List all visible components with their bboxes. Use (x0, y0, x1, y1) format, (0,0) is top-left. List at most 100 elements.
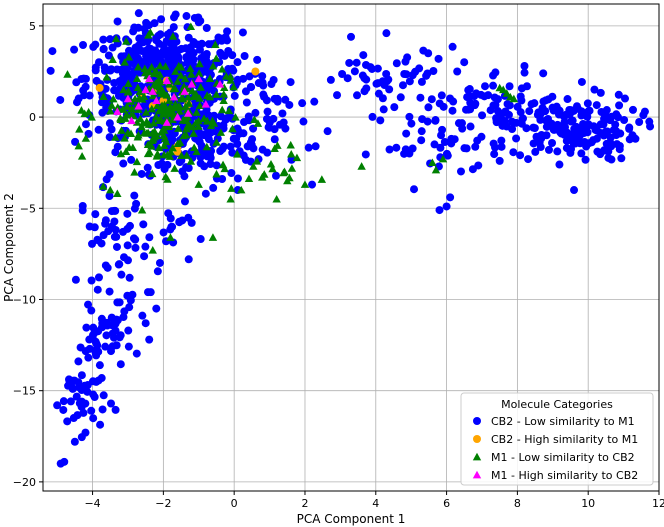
data-point (264, 123, 273, 132)
data-point (99, 391, 108, 400)
data-point (63, 70, 72, 78)
data-point (111, 133, 120, 141)
data-point (168, 135, 177, 144)
data-point (227, 168, 236, 177)
data-point (186, 22, 196, 31)
y-tick-label: 0 (29, 111, 36, 124)
data-point (70, 45, 79, 54)
data-point (221, 115, 230, 124)
data-point (427, 95, 436, 104)
data-point (525, 107, 534, 116)
data-point (212, 90, 221, 98)
data-point (287, 164, 297, 172)
data-point (97, 98, 106, 107)
data-point (403, 53, 412, 62)
data-point (490, 150, 499, 159)
data-point (368, 112, 377, 121)
data-point (152, 304, 161, 313)
data-point (615, 101, 624, 110)
y-tick-label: −10 (13, 293, 36, 306)
data-point (134, 9, 143, 18)
data-point (437, 91, 446, 100)
data-point (71, 137, 80, 146)
data-point (471, 142, 480, 151)
data-point (268, 164, 277, 173)
legend-marker (472, 470, 482, 479)
data-point (165, 96, 174, 104)
data-point (615, 141, 624, 150)
data-point (286, 140, 295, 149)
data-point (249, 162, 258, 170)
data-point (576, 139, 585, 148)
data-point (538, 103, 547, 112)
data-point (138, 311, 147, 320)
data-point (143, 149, 153, 158)
data-point (181, 130, 191, 139)
data-point (137, 169, 146, 178)
data-point (194, 74, 203, 83)
data-point (99, 44, 108, 53)
data-point (286, 78, 295, 87)
data-point (197, 54, 206, 63)
data-point (196, 235, 205, 244)
data-point (109, 333, 118, 342)
data-point (75, 399, 84, 408)
x-tick-label: −4 (84, 497, 100, 510)
data-point (502, 89, 511, 97)
y-axis-label: PCA Component 2 (2, 193, 16, 302)
legend-marker (472, 452, 482, 461)
data-point (512, 134, 521, 143)
data-point (287, 149, 296, 158)
data-point (131, 235, 140, 244)
data-point (253, 55, 262, 64)
data-point (606, 116, 615, 125)
data-point (129, 27, 138, 36)
data-point (244, 174, 254, 183)
data-point (115, 260, 124, 269)
data-point (169, 92, 179, 101)
data-point (182, 54, 191, 63)
data-point (113, 65, 122, 74)
data-point (120, 307, 129, 316)
legend-box (460, 392, 654, 486)
data-point (460, 144, 469, 153)
data-point (84, 353, 93, 362)
data-point (202, 24, 211, 33)
data-point (338, 70, 347, 79)
data-point (465, 85, 474, 94)
data-point (416, 93, 425, 102)
data-point (228, 148, 237, 157)
data-point (79, 40, 88, 49)
data-point (99, 92, 108, 100)
data-point (405, 77, 414, 86)
data-point (357, 162, 366, 170)
data-point (373, 64, 382, 73)
x-tick-label: 12 (652, 497, 664, 510)
data-point (565, 105, 574, 114)
data-point (81, 82, 90, 91)
data-point (417, 77, 426, 86)
data-point (119, 159, 128, 168)
data-point (173, 77, 182, 85)
data-point (141, 319, 150, 328)
data-point (577, 107, 586, 116)
data-point (226, 76, 235, 84)
data-point (311, 142, 320, 151)
x-tick-label: 10 (581, 497, 595, 510)
data-point (186, 64, 195, 73)
data-point (596, 88, 605, 97)
data-point (183, 92, 193, 101)
data-point (56, 95, 65, 104)
data-point (105, 192, 114, 201)
data-point (216, 128, 226, 136)
data-point (238, 28, 247, 37)
data-point (408, 144, 417, 153)
data-point (97, 314, 106, 323)
data-point (182, 12, 191, 21)
data-point (385, 145, 394, 154)
data-point (503, 99, 512, 108)
data-point (106, 185, 115, 194)
data-point (130, 55, 139, 64)
data-point (140, 64, 150, 73)
